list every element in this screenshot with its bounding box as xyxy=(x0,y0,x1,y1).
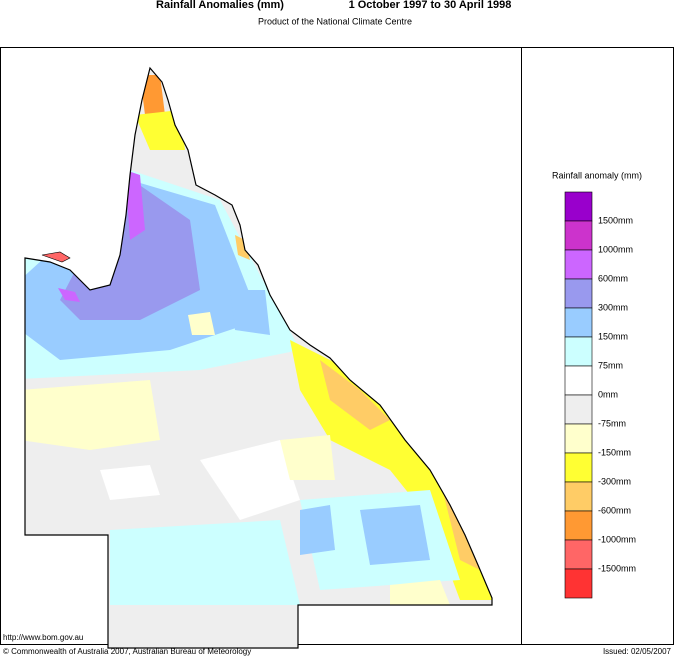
legend-label: -1500mm xyxy=(598,563,636,573)
legend-swatch xyxy=(564,220,593,251)
period: 1 October 1997 to 30 April 1998 xyxy=(349,0,512,11)
legend-label: 150mm xyxy=(598,331,628,341)
legend-swatch xyxy=(564,510,593,541)
island xyxy=(41,251,71,263)
legend-swatch xyxy=(564,481,593,512)
legend-label: -75mm xyxy=(598,418,626,428)
map-fills xyxy=(25,68,492,647)
legend-label: 75mm xyxy=(598,360,623,370)
legend-swatch xyxy=(564,336,593,367)
legend-label: -300mm xyxy=(598,476,631,486)
subtitle: Product of the National Climate Centre xyxy=(258,16,412,26)
legend-label: 300mm xyxy=(598,302,628,312)
legend-title: Rainfall anomaly (mm) xyxy=(552,170,642,180)
legend-label: -600mm xyxy=(598,505,631,515)
footer-copyright: © Commonwealth of Australia 2007, Austra… xyxy=(3,647,251,656)
legend-swatch xyxy=(564,191,593,222)
legend-label: -1000mm xyxy=(598,534,636,544)
legend-swatch xyxy=(564,249,593,280)
legend-label: 600mm xyxy=(598,273,628,283)
legend-swatch xyxy=(564,365,593,396)
legend-swatch xyxy=(564,452,593,483)
legend-swatch xyxy=(564,307,593,338)
legend-swatch xyxy=(564,278,593,309)
legend-label: -150mm xyxy=(598,447,631,457)
legend-swatch xyxy=(564,568,593,599)
legend-swatch xyxy=(564,394,593,425)
legend-swatch xyxy=(564,539,593,570)
legend-swatch xyxy=(564,423,593,454)
footer-issued: Issued: 02/05/2007 xyxy=(603,647,672,656)
title: Rainfall Anomalies (mm) xyxy=(156,0,284,11)
footer-url: http://www.bom.gov.au xyxy=(3,633,83,642)
legend-label: 0mm xyxy=(598,389,618,399)
legend-label: 1000mm xyxy=(598,244,633,254)
legend-label: 1500mm xyxy=(598,215,633,225)
legend: 1500mm 1000mm 600mm 300mm 150mm 75mm 0mm -75mm -… xyxy=(564,191,636,599)
